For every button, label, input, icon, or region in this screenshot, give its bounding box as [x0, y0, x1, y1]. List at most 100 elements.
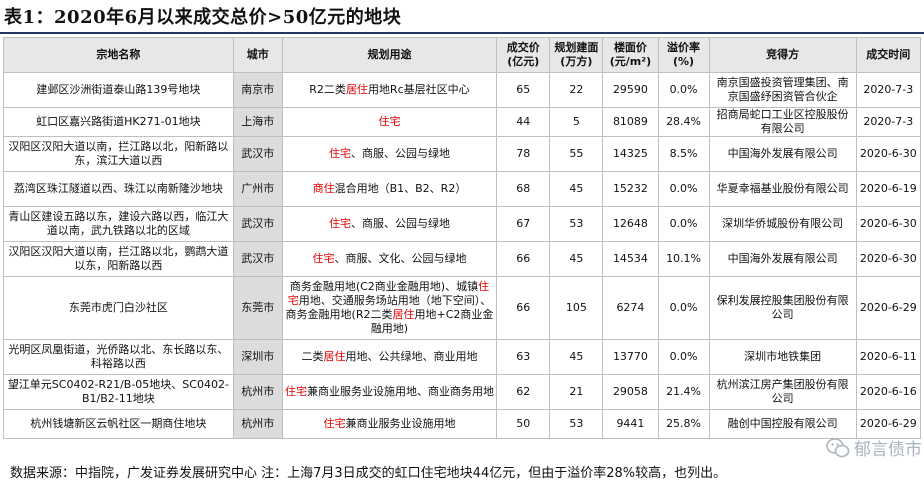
residential-highlight: 居住: [392, 308, 415, 321]
planned-area-cell: 5: [549, 107, 604, 137]
price-cell: 50: [496, 409, 551, 439]
floor-price-cell: 15232: [602, 171, 659, 207]
header-planned-use: 规划用途: [281, 37, 498, 73]
date-cell: 2020-6-19: [855, 171, 922, 207]
wechat-icon: [826, 437, 850, 457]
header-land-name: 宗地名称: [3, 37, 234, 73]
city-cell: 杭州市: [232, 374, 283, 410]
header-price: 成交价 (亿元): [496, 37, 551, 73]
planned-area-cell: 105: [549, 276, 604, 340]
buyer-cell: 深圳华侨城股份有限公司: [708, 206, 857, 242]
city-cell: 杭州市: [232, 409, 283, 439]
residential-highlight: 居住: [323, 350, 346, 363]
residential-highlight: 住宅: [323, 417, 346, 430]
city-cell: 南京市: [232, 72, 283, 108]
city-cell: 武汉市: [232, 206, 283, 242]
floor-price-cell: 14325: [602, 136, 659, 172]
date-cell: 2020-7-3: [855, 107, 922, 137]
table-row: 虹口区嘉兴路街道HK271-01地块 上海市 住宅 44 5 81089 28.4% 招商局蛇…: [3, 107, 922, 137]
land-name-cell: 汉阳区汉阳大道以南，拦江路以北，阳新路以东，滨江大道以西: [3, 136, 234, 172]
land-name-cell: 望江单元SC0402-R21/B-05地块、SC0402-B1/B2-11地块: [3, 374, 234, 410]
title-divider: [0, 32, 924, 34]
planned-area-cell: 53: [549, 206, 604, 242]
buyer-cell: 中国海外发展有限公司: [708, 241, 857, 277]
land-name-cell: 荔湾区珠江隧道以西、珠江以南新隆沙地块: [3, 171, 234, 207]
city-cell: 广州市: [232, 171, 283, 207]
price-cell: 44: [496, 107, 551, 137]
buyer-cell: 融创中国控股有限公司: [708, 409, 857, 439]
table-row: 光明区凤凰街道，光侨路以北、东长路以东、科裕路以西 深圳市 二类居住用地、公共绿地、…: [3, 339, 922, 375]
buyer-cell: 保利发展控股集团股份有限公司: [708, 276, 857, 340]
table-row: 汉阳区汉阳大道以南，拦江路以北，阳新路以东，滨江大道以西 武汉市 住宅、商服、公园与…: [3, 136, 922, 172]
residential-highlight: 商住: [312, 182, 335, 195]
land-name-cell: 东莞市虎门白沙社区: [3, 276, 234, 340]
planned-use-text: 兼商业服务业设施用地、商业商务用地: [306, 385, 494, 398]
land-name-cell: 汉阳区汉阳大道以南，拦江路以北，鹦鹉大道以东，阳新路以西: [3, 241, 234, 277]
table-row: 建邺区沙洲街道泰山路139号地块 南京市 R2二类居住用地Rc基层社区中心 65 22 2…: [3, 72, 922, 108]
planned-use-cell: 住宅兼商业服务业设施用地: [281, 409, 498, 439]
floor-price-cell: 12648: [602, 206, 659, 242]
planned-use-text: 二类: [301, 350, 324, 363]
planned-use-cell: 商住混合用地（B1、B2、R2）: [281, 171, 498, 207]
land-deals-table: 宗地名称 城市 规划用途 成交价 (亿元) 规划建面 (万方) 楼面价 (元/m²) 溢价率 (%)…: [3, 37, 922, 439]
table-body: 建邺区沙洲街道泰山路139号地块 南京市 R2二类居住用地Rc基层社区中心 65 22 2…: [3, 72, 922, 439]
date-cell: 2020-6-16: [855, 374, 922, 410]
planned-area-cell: 45: [549, 241, 604, 277]
residential-highlight: 住宅: [287, 280, 490, 307]
table-header-row: 宗地名称 城市 规划用途 成交价 (亿元) 规划建面 (万方) 楼面价 (元/m²) 溢价率 (%)…: [3, 37, 922, 73]
planned-area-cell: 53: [549, 409, 604, 439]
table-row: 青山区建设五路以东，建设六路以西，临江大道以南，武九铁路以北的区域 武汉市 住宅、商…: [3, 206, 922, 242]
premium-cell: 0.0%: [657, 171, 710, 207]
city-cell: 东莞市: [232, 276, 283, 340]
planned-area-cell: 45: [549, 339, 604, 375]
land-name-cell: 建邺区沙洲街道泰山路139号地块: [3, 72, 234, 108]
header-floor-price: 楼面价 (元/m²): [602, 37, 659, 73]
planned-use-cell: R2二类居住用地Rc基层社区中心: [281, 72, 498, 108]
price-cell: 63: [496, 339, 551, 375]
planned-area-cell: 21: [549, 374, 604, 410]
header-premium: 溢价率 (%): [657, 37, 710, 73]
table-row: 东莞市虎门白沙社区 东莞市 商务金融用地(C2商业金融用地)、城镇住宅用地、交通服务…: [3, 276, 922, 340]
date-cell: 2020-6-29: [855, 409, 922, 439]
premium-cell: 0.0%: [657, 72, 710, 108]
planned-use-cell: 住宅: [281, 107, 498, 137]
price-cell: 68: [496, 171, 551, 207]
date-cell: 2020-6-30: [855, 206, 922, 242]
price-cell: 65: [496, 72, 551, 108]
planned-use-cell: 住宅、商服、文化、公园与绿地: [281, 241, 498, 277]
price-cell: 66: [496, 276, 551, 340]
city-cell: 武汉市: [232, 136, 283, 172]
table-row: 望江单元SC0402-R21/B-05地块、SC0402-B1/B2-11地块杭…: [3, 374, 922, 410]
table-row: 荔湾区珠江隧道以西、珠江以南新隆沙地块 广州市 商住混合用地（B1、B2、R2） 68…: [3, 171, 922, 207]
planned-use-cell: 住宅、商服、公园与绿地: [281, 206, 498, 242]
residential-highlight: 住宅: [284, 385, 307, 398]
residential-highlight: 住宅: [378, 115, 401, 128]
premium-cell: 0.0%: [657, 339, 710, 375]
buyer-cell: 招商局蛇口工业区控股股份有限公司: [708, 107, 857, 137]
header-city: 城市: [232, 37, 283, 73]
residential-highlight: 居住: [345, 83, 368, 96]
premium-cell: 0.0%: [657, 276, 710, 340]
floor-price-cell: 13770: [602, 339, 659, 375]
planned-use-text: 用地Rc基层社区中心: [367, 83, 470, 96]
land-name-cell: 青山区建设五路以东，建设六路以西，临江大道以南，武九铁路以北的区域: [3, 206, 234, 242]
date-cell: 2020-6-29: [855, 276, 922, 340]
land-name-cell: 杭州钱塘新区云帆社区一期商住地块: [3, 409, 234, 439]
planned-area-cell: 22: [549, 72, 604, 108]
planned-use-cell: 住宅、商服、公园与绿地: [281, 136, 498, 172]
premium-cell: 28.4%: [657, 107, 710, 137]
premium-cell: 10.1%: [657, 241, 710, 277]
planned-use-text: 用地、公共绿地、商业用地: [345, 350, 478, 363]
watermark: 郁言债市: [826, 435, 922, 460]
planned-use-text: 、商服、文化、公园与绿地: [334, 252, 467, 265]
planned-use-text: 用地、交通服务场站用地（地下空间）、商务金融用地(R2二类: [285, 294, 492, 321]
land-name-cell: 虹口区嘉兴路街道HK271-01地块: [3, 107, 234, 137]
table-title: 表1：2020年6月以来成交总价>50亿元的地块: [4, 7, 402, 28]
price-cell: 62: [496, 374, 551, 410]
table-row: 汉阳区汉阳大道以南，拦江路以北，鹦鹉大道以东，阳新路以西 武汉市 住宅、商服、文化、…: [3, 241, 922, 277]
planned-use-text: 、商服、公园与绿地: [350, 217, 450, 230]
planned-use-text: 用地+C2商业金融用地): [370, 308, 494, 335]
planned-area-cell: 55: [549, 136, 604, 172]
city-cell: 上海市: [232, 107, 283, 137]
buyer-cell: 南京国盛投资管理集团、南京国盛纾困资管合伙企: [708, 72, 857, 108]
